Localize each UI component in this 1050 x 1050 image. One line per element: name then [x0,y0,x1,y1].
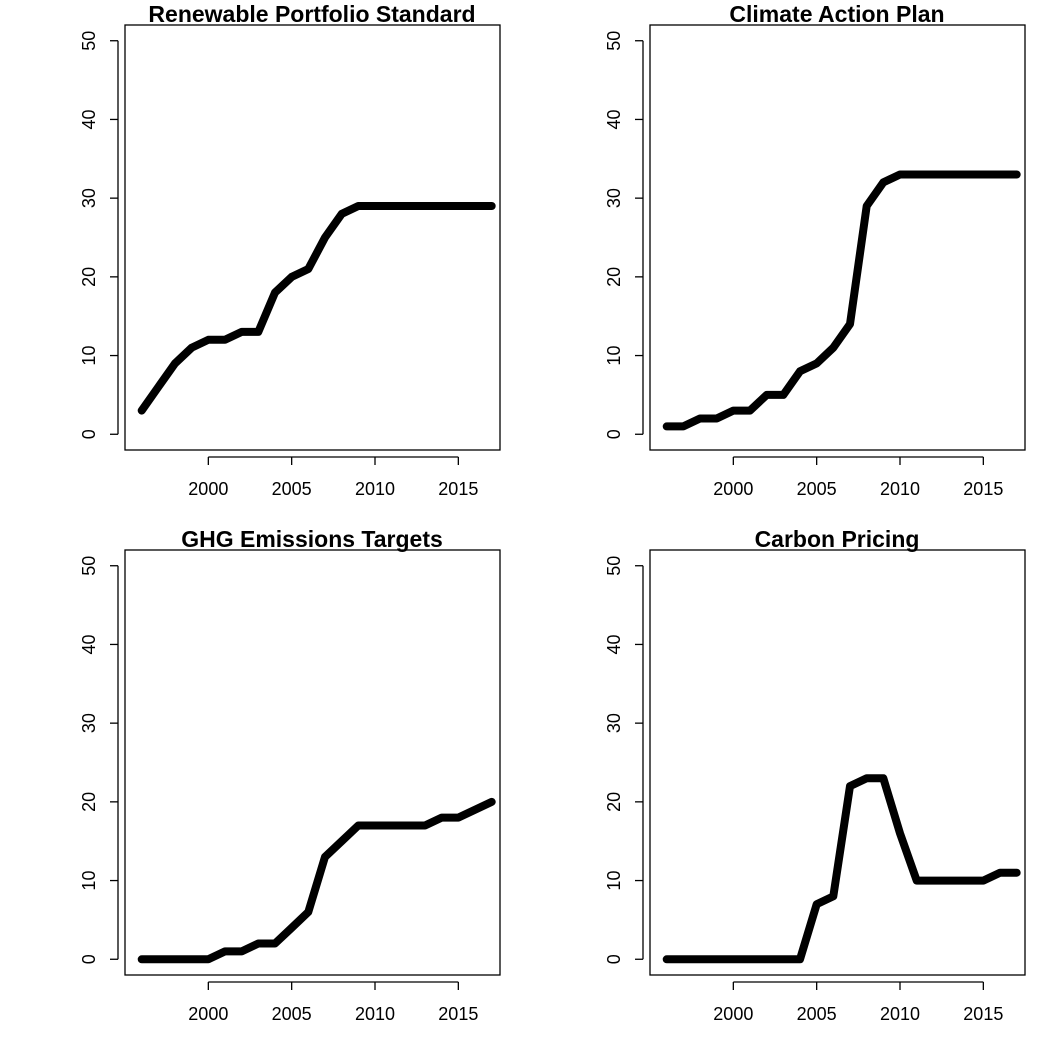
x-tick-label: 2000 [188,479,228,499]
x-axis: 2000 2005 2010 2015 [713,981,1003,1024]
y-tick-label: 0 [604,429,624,439]
x-tick-label: 2015 [963,479,1003,499]
x-tick-label: 2015 [438,479,478,499]
y-axis: 0 10 20 30 40 50 [604,31,644,439]
x-tick-label: 2010 [880,479,920,499]
panel-title: Carbon Pricing [755,526,920,552]
y-tick-label: 0 [79,954,99,964]
y-tick-label: 20 [604,267,624,287]
x-tick-label: 2010 [880,1004,920,1024]
x-tick-label: 2010 [355,479,395,499]
x-tick-label: 2000 [188,1004,228,1024]
y-tick-label: 40 [604,109,624,129]
y-tick-label: 50 [604,31,624,51]
x-tick-label: 2005 [272,1004,312,1024]
y-tick-label: 10 [604,346,624,366]
plot-frame [124,24,501,451]
y-tick-label: 40 [604,634,624,654]
x-tick-label: 2000 [713,479,753,499]
y-tick-label: 30 [604,188,624,208]
y-tick-label: 30 [79,713,99,733]
y-tick-label: 30 [79,188,99,208]
y-tick-label: 50 [79,556,99,576]
panel-title: Renewable Portfolio Standard [148,1,475,27]
y-axis: 0 10 20 30 40 50 [79,556,119,964]
x-tick-label: 2000 [713,1004,753,1024]
y-tick-label: 20 [79,792,99,812]
plot-frame [649,24,1026,451]
panel-title: Climate Action Plan [729,1,944,27]
x-axis: 2000 2005 2010 2015 [188,981,478,1024]
series-line [137,797,496,964]
plot-frame [124,549,501,976]
y-tick-label: 30 [604,713,624,733]
y-tick-label: 40 [79,634,99,654]
series-line [662,774,1021,964]
y-axis: 0 10 20 30 40 50 [79,31,119,439]
y-axis: 0 10 20 30 40 50 [604,556,644,964]
y-tick-label: 0 [79,429,99,439]
panel-renewable-portfolio-standard: Renewable Portfolio Standard 0 10 20 30 40 50… [79,1,501,499]
x-tick-label: 2010 [355,1004,395,1024]
series-line [137,202,496,415]
y-tick-label: 20 [604,792,624,812]
y-tick-label: 20 [79,267,99,287]
plot-frame [649,549,1026,976]
x-tick-label: 2015 [438,1004,478,1024]
panel-title: GHG Emissions Targets [181,526,443,552]
y-tick-label: 50 [604,556,624,576]
x-axis: 2000 2005 2010 2015 [713,456,1003,499]
y-tick-label: 10 [604,871,624,891]
y-tick-label: 50 [79,31,99,51]
x-tick-label: 2015 [963,1004,1003,1024]
y-tick-label: 40 [79,109,99,129]
y-tick-label: 0 [604,954,624,964]
y-tick-label: 10 [79,346,99,366]
x-tick-label: 2005 [272,479,312,499]
x-tick-label: 2005 [797,479,837,499]
series-line [662,170,1021,431]
x-axis: 2000 2005 2010 2015 [188,456,478,499]
y-tick-label: 10 [79,871,99,891]
x-tick-label: 2005 [797,1004,837,1024]
